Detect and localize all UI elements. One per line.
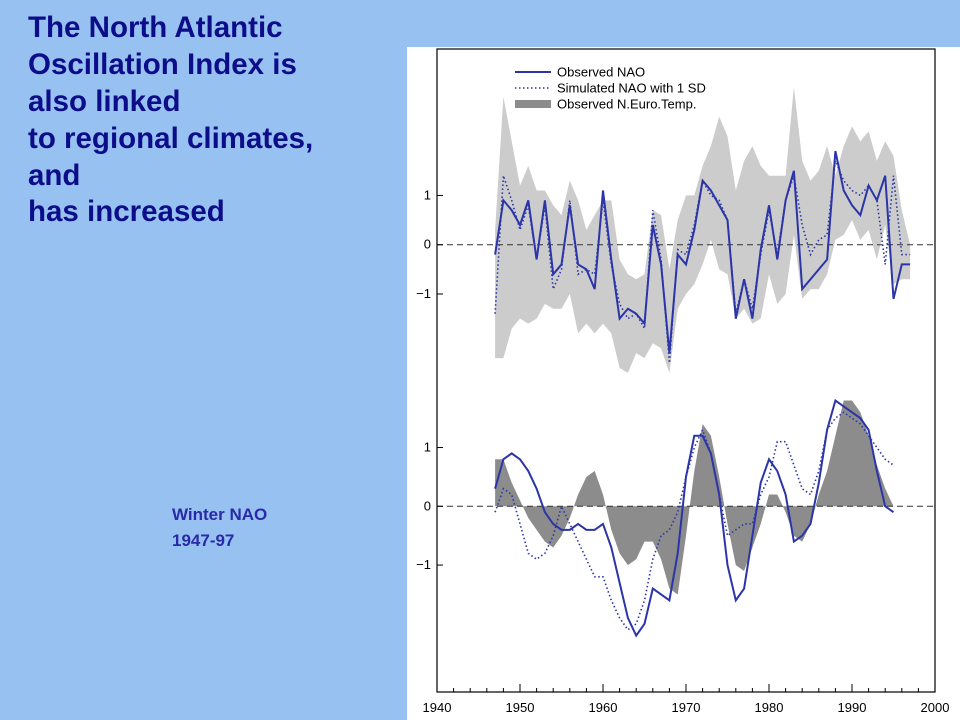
legend-swatch-temperature [515,100,551,108]
y-tick-label: −1 [416,557,431,572]
nao-chart: 1 0 −1 1 0 −1 1940 1950 1960 1970 1980 1990 2000 O… [407,47,960,720]
chart-caption: Winter NAO 1947-97 [172,502,267,553]
slide-title: The North Atlantic Oscillation Index is … [28,10,408,231]
title-line: The North Atlantic [28,11,283,44]
legend-label: Observed N.Euro.Temp. [557,97,696,112]
observed-nao-line [494,150,911,354]
y-tick-label: 0 [424,237,431,252]
caption-line: Winter NAO [172,505,268,524]
legend-label: Simulated NAO with 1 SD [557,81,706,96]
x-tick-label: 2000 [921,700,950,715]
smoothed-panel: 1 0 −1 [416,398,935,638]
annual-panel: 1 0 −1 [416,87,935,373]
x-tick-label: 1940 [423,700,452,715]
title-line: also linked [28,84,181,118]
observed-nao-line [494,398,895,638]
y-tick-label: 1 [424,440,431,455]
y-tick-label: −1 [416,286,431,301]
x-tick-label: 1950 [506,700,535,715]
sd-band [495,87,911,373]
plot-frame: 1940 1950 1960 1970 1980 1990 2000 [423,48,950,715]
title-line: Oscillation Index is [28,47,297,81]
temperature-area [495,400,911,595]
legend-label: Observed NAO [557,65,645,80]
y-tick-label: 0 [424,498,431,513]
x-tick-label: 1980 [755,700,784,715]
nao-chart-svg: 1 0 −1 1 0 −1 1940 1950 1960 1970 1980 1990 2000 O… [416,48,950,715]
x-tick-label: 1970 [672,700,701,715]
title-line: has increased [28,195,225,229]
title-line: and [28,158,81,192]
y-tick-label: 1 [424,187,431,202]
title-line: to regional climates, [28,121,314,155]
caption-line: 1947-97 [172,530,235,550]
x-tick-label: 1990 [838,700,867,715]
x-tick-label: 1960 [589,700,618,715]
